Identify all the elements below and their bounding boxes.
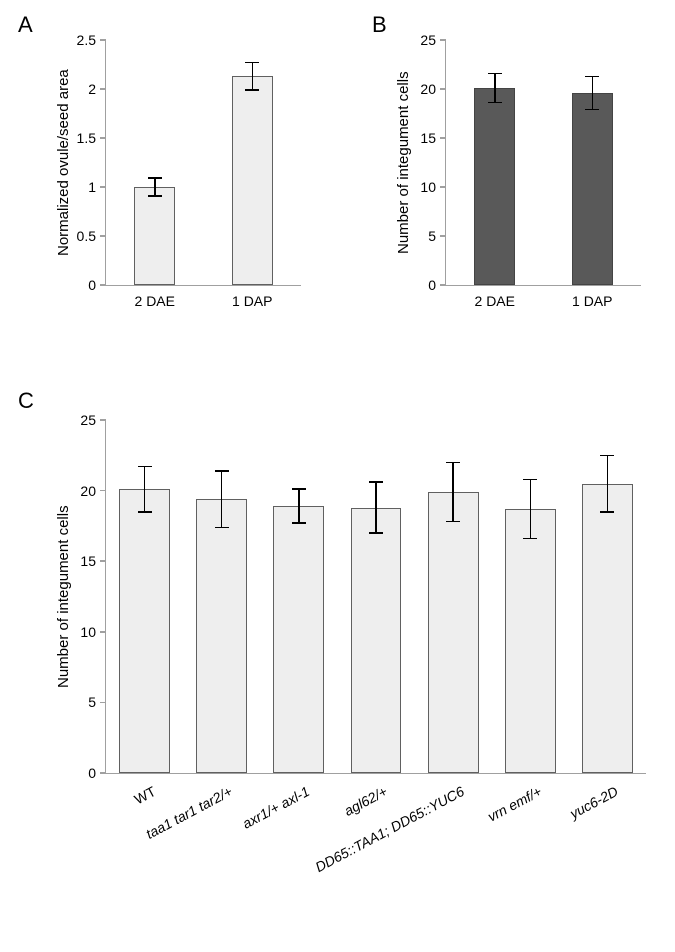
bar [474,88,515,285]
y-tick [100,235,106,237]
error-cap [585,109,599,111]
x-tick-label: axr1/+ axl-1 [240,783,312,832]
error-cap [215,470,229,472]
bar [572,93,613,285]
bar [232,76,273,285]
error-cap [215,527,229,529]
error-bar [144,467,146,512]
error-cap [600,511,614,513]
error-cap [488,102,502,104]
y-tick [440,39,446,41]
error-cap [488,73,502,75]
y-axis-label: Number of integument cells [55,505,72,688]
y-tick-label: 25 [80,412,96,428]
y-tick-label: 15 [420,130,436,146]
y-tick-label: 0 [88,277,96,293]
y-tick-label: 20 [420,81,436,97]
error-cap [523,538,537,540]
y-tick [100,490,106,492]
y-axis-label: Normalized ovule/seed area [55,69,72,256]
y-tick-label: 20 [80,483,96,499]
y-tick-label: 10 [420,179,436,195]
y-tick-label: 1.5 [77,130,96,146]
chart-c-plot: 0510152025WTtaa1 tar1 tar2/+axr1/+ axl-1… [105,420,646,774]
y-tick [100,88,106,90]
y-tick [100,772,106,774]
y-tick [100,284,106,286]
y-tick-label: 25 [420,32,436,48]
x-tick-label: taa1 tar1 tar2/+ [144,783,236,842]
x-tick-label: WT [131,783,158,807]
chart-b-plot: 05101520252 DAE1 DAP [445,40,641,286]
y-tick [100,137,106,139]
error-bar [375,482,377,533]
y-axis-label: Number of integument cells [395,71,412,254]
x-tick-label: 2 DAE [135,293,175,309]
x-tick-label: agl62/+ [341,783,389,819]
y-tick [100,39,106,41]
bar [505,509,556,773]
bar [134,187,175,285]
error-cap [245,89,259,91]
error-bar [252,63,254,90]
y-tick-label: 15 [80,553,96,569]
x-tick-label: vrn emf/+ [484,783,543,825]
y-tick [440,88,446,90]
x-tick-label: 1 DAP [232,293,272,309]
panel-label-b: B [372,12,387,38]
y-tick [440,284,446,286]
y-tick [100,419,106,421]
y-tick-label: 0 [88,765,96,781]
y-tick [100,186,106,188]
error-cap [292,522,306,524]
error-bar [452,462,454,521]
error-cap [446,521,460,523]
y-tick [100,631,106,633]
bar [582,484,633,773]
y-tick-label: 5 [428,228,436,244]
bar [428,492,479,773]
panel-label-a: A [18,12,33,38]
error-cap [138,511,152,513]
error-bar [530,479,532,538]
chart-a-plot: 00.511.522.52 DAE1 DAP [105,40,301,286]
y-tick-label: 0 [428,277,436,293]
x-tick-label: 2 DAE [475,293,515,309]
error-cap [245,62,259,64]
y-tick-label: 5 [88,694,96,710]
error-cap [148,195,162,197]
error-bar [221,471,223,527]
error-cap [446,462,460,464]
y-tick [440,137,446,139]
error-cap [148,177,162,179]
error-bar [607,455,609,511]
bar [119,489,170,773]
error-cap [523,479,537,481]
x-tick-label: yuc6-2D [567,783,621,822]
y-tick-label: 10 [80,624,96,640]
error-bar [298,489,300,523]
y-tick-label: 2 [88,81,96,97]
y-tick [100,702,106,704]
error-bar [592,76,594,109]
error-cap [292,488,306,490]
panel-label-c: C [18,388,34,414]
bar [273,506,324,773]
y-tick [100,560,106,562]
error-bar [154,178,156,196]
y-tick-label: 0.5 [77,228,96,244]
error-cap [138,466,152,468]
bar [196,499,247,773]
error-cap [600,455,614,457]
y-tick-label: 1 [88,179,96,195]
bar [351,508,402,773]
error-cap [585,76,599,78]
x-tick-label: 1 DAP [572,293,612,309]
error-bar [494,73,496,102]
error-cap [369,532,383,534]
y-tick-label: 2.5 [77,32,96,48]
y-tick [440,235,446,237]
error-cap [369,481,383,483]
y-tick [440,186,446,188]
